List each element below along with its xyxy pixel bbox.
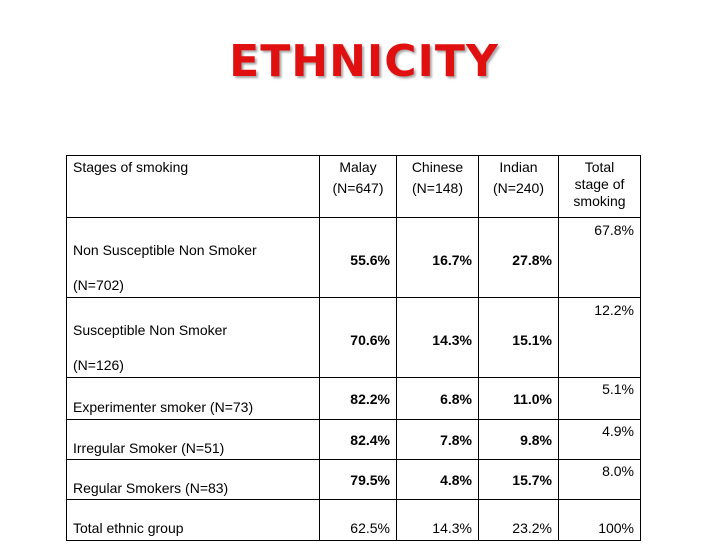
table-row: Regular Smokers (N=83) 79.5% 4.8% 15.7% … [66, 459, 641, 500]
cell-indian: 11.0% [478, 377, 559, 420]
table-row: Experimenter smoker (N=73) 82.2% 6.8% 11… [66, 377, 641, 420]
row-label-text: Non Susceptible Non Smoker [73, 242, 257, 258]
header-malay-n: (N=647) [332, 180, 384, 196]
header-stage: Stages of smoking [66, 155, 320, 218]
cell-malay: 70.6% [319, 297, 397, 378]
cell-chinese: 6.8% [396, 377, 479, 420]
header-chinese: Chinese (N=148) [396, 155, 479, 218]
cell-total: 4.9% [558, 419, 641, 460]
cell-chinese: 14.3% [396, 499, 479, 541]
cell-total: 8.0% [558, 459, 641, 500]
row-label: Total ethnic group [66, 499, 320, 541]
cell-indian: 23.2% [478, 499, 559, 541]
table-row: Susceptible Non Smoker (N=126) 70.6% 14.… [66, 297, 641, 378]
cell-malay: 82.2% [319, 377, 397, 420]
header-indian: Indian (N=240) [478, 155, 559, 218]
header-indian-n: (N=240) [493, 180, 544, 196]
cell-indian: 9.8% [478, 419, 559, 460]
page-title: ETHNICITY [229, 36, 499, 87]
cell-chinese: 7.8% [396, 419, 479, 460]
cell-chinese: 16.7% [396, 217, 479, 298]
header-malay-label: Malay [339, 159, 377, 175]
row-label: Irregular Smoker (N=51) [66, 419, 320, 460]
header-indian-label: Indian [499, 159, 538, 175]
row-label: Non Susceptible Non Smoker (N=702) [66, 217, 320, 298]
cell-malay: 55.6% [319, 217, 397, 298]
cell-malay: 79.5% [319, 459, 397, 500]
header-total-label: Total stage of smoking [573, 159, 626, 209]
row-label-n: (N=702) [73, 277, 124, 293]
cell-indian: 27.8% [478, 217, 559, 298]
cell-total: 12.2% [558, 297, 641, 378]
header-stage-label: Stages of smoking [73, 159, 189, 175]
header-chinese-label: Chinese [411, 159, 464, 175]
cell-malay: 62.5% [319, 499, 397, 541]
row-label-text: Susceptible Non Smoker [73, 322, 228, 338]
cell-chinese: 4.8% [396, 459, 479, 500]
row-label: Regular Smokers (N=83) [66, 459, 320, 500]
cell-total: 5.1% [558, 377, 641, 420]
table-row: Irregular Smoker (N=51) 82.4% 7.8% 9.8% … [66, 419, 641, 460]
table-row: Total ethnic group 62.5% 14.3% 23.2% 100… [66, 499, 641, 541]
cell-total: 67.8% [558, 217, 641, 298]
header-malay: Malay (N=647) [319, 155, 397, 218]
row-label-n: (N=126) [73, 357, 124, 373]
cell-chinese: 14.3% [396, 297, 479, 378]
header-chinese-n: (N=148) [412, 180, 463, 196]
row-label: Susceptible Non Smoker (N=126) [66, 297, 320, 378]
header-total: Total stage of smoking [558, 155, 641, 218]
cell-malay: 82.4% [319, 419, 397, 460]
cell-total: 100% [558, 499, 641, 541]
table-header-row: Stages of smoking Malay (N=647) Chinese … [66, 155, 641, 218]
table-row: Non Susceptible Non Smoker (N=702) 55.6%… [66, 217, 641, 298]
cell-indian: 15.1% [478, 297, 559, 378]
row-label: Experimenter smoker (N=73) [66, 377, 320, 420]
cell-indian: 15.7% [478, 459, 559, 500]
ethnicity-table: Stages of smoking Malay (N=647) Chinese … [66, 155, 641, 541]
